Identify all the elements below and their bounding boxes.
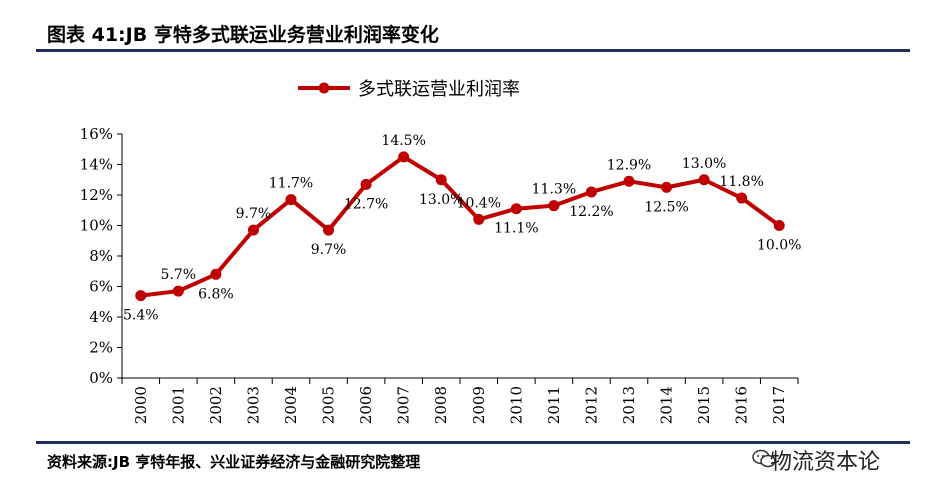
data-label: 5.4% — [123, 308, 159, 324]
wechat-icon — [752, 449, 776, 468]
x-tick-label: 2016 — [733, 386, 751, 424]
x-tick-label: 2001 — [169, 386, 187, 424]
series-line — [140, 154, 781, 298]
legend-label: 多式联运营业利润率 — [358, 79, 520, 100]
data-point — [773, 220, 785, 231]
y-tick-label: 14% — [80, 156, 113, 174]
data-label: 6.8% — [198, 286, 234, 302]
data-label: 12.7% — [344, 196, 388, 212]
y-tick-label: 16% — [80, 125, 113, 143]
y-tick-label: 8% — [89, 247, 113, 265]
data-point — [510, 203, 522, 215]
data-point — [736, 192, 748, 204]
x-tick-label: 2013 — [620, 386, 638, 424]
data-label: 10.0% — [757, 238, 801, 254]
data-label: 9.7% — [236, 206, 272, 222]
x-tick-label: 2012 — [582, 386, 600, 424]
data-point — [172, 285, 184, 297]
data-point — [135, 290, 147, 302]
data-point — [623, 175, 635, 187]
data-point — [661, 181, 673, 193]
watermark-text: 物流资本论 — [770, 450, 881, 475]
x-tick-label: 2003 — [244, 386, 262, 424]
data-point — [398, 151, 410, 163]
source-note: 资料来源:JB 亨特年报、兴业证券经济与金融研究院整理 — [47, 453, 421, 471]
x-tick-label: 2000 — [132, 386, 150, 424]
y-tick-label: 2% — [89, 339, 113, 357]
data-point — [285, 194, 297, 206]
x-tick-label: 2002 — [207, 386, 225, 424]
data-point — [698, 174, 710, 186]
x-tick-label: 2014 — [658, 386, 676, 424]
x-tick-label: 2006 — [357, 386, 375, 424]
x-tick-label: 2009 — [470, 386, 488, 424]
data-label: 11.1% — [494, 221, 538, 237]
y-tick-label: 0% — [89, 369, 113, 387]
data-label: 13.0% — [419, 192, 463, 208]
x-tick-label: 2011 — [545, 386, 563, 424]
x-tick-label: 2015 — [695, 386, 713, 424]
legend-marker — [318, 82, 330, 94]
data-label: 12.2% — [569, 204, 613, 220]
data-label: 5.7% — [161, 267, 197, 283]
data-point — [473, 213, 485, 225]
data-point — [435, 174, 447, 186]
x-tick-label: 2007 — [395, 386, 413, 424]
data-point — [360, 178, 372, 190]
data-label: 10.4% — [457, 195, 501, 211]
y-tick-label: 4% — [89, 308, 113, 326]
data-point — [548, 200, 560, 212]
x-tick-label: 2017 — [770, 386, 788, 424]
title-rule — [36, 49, 910, 52]
x-tick-label: 2010 — [507, 386, 525, 424]
data-label: 13.0% — [682, 156, 726, 172]
footer-rule — [36, 441, 910, 444]
chart-title: 图表 41:JB 亨特多式联运业务营业利润率变化 — [47, 24, 439, 46]
data-label: 11.8% — [719, 174, 763, 190]
data-label: 12.9% — [607, 157, 651, 173]
y-tick-label: 6% — [89, 278, 113, 296]
data-label: 11.3% — [532, 182, 576, 198]
data-label: 12.5% — [644, 199, 688, 215]
data-point — [247, 224, 259, 236]
x-tick-label: 2004 — [282, 386, 300, 424]
data-label: 14.5% — [381, 133, 425, 149]
x-tick-label: 2005 — [320, 386, 338, 424]
x-tick-label: 2008 — [432, 386, 450, 424]
data-point — [210, 268, 222, 280]
data-label: 11.7% — [269, 176, 313, 192]
y-tick-label: 10% — [80, 217, 113, 235]
data-point — [323, 224, 335, 236]
data-point — [585, 186, 597, 198]
y-tick-label: 12% — [80, 186, 113, 204]
data-label: 9.7% — [311, 242, 347, 258]
